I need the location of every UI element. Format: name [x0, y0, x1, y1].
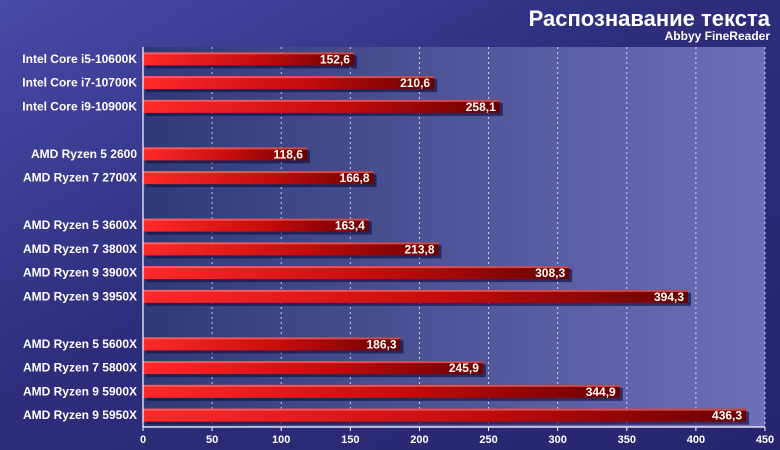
bar	[143, 99, 500, 113]
value-label: 245,9	[449, 361, 479, 375]
x-axis-ticks: 0 50 100 150 200 250 300 350 400 450	[140, 427, 774, 446]
chart-title: Распознавание текста	[529, 6, 771, 31]
value-label: 258,1	[466, 100, 496, 114]
value-label: 152,6	[320, 52, 350, 66]
value-label: 436,3	[712, 409, 742, 423]
value-label: 166,8	[340, 171, 370, 185]
category-label: AMD Ryzen 9 3950X	[23, 289, 137, 303]
bar-highlight	[143, 361, 483, 364]
bar	[143, 384, 620, 398]
x-tick-label: 250	[479, 434, 497, 446]
bar-highlight	[143, 408, 747, 411]
bar	[143, 52, 354, 66]
category-label: Intel Core i5-10600K	[22, 52, 137, 66]
bar	[143, 337, 401, 351]
value-label: 344,9	[586, 385, 616, 399]
bar-highlight	[143, 337, 401, 340]
x-tick-label: 0	[140, 434, 146, 446]
bar	[143, 289, 689, 303]
category-label: AMD Ryzen 5 2600	[31, 147, 137, 161]
value-label: 118,6	[274, 147, 304, 161]
category-label: AMD Ryzen 7 5800X	[23, 361, 137, 375]
value-label: 308,3	[535, 266, 565, 280]
category-label: AMD Ryzen 5 3600X	[23, 218, 137, 232]
value-label: 163,4	[335, 219, 365, 233]
bar	[143, 171, 374, 185]
bars: Intel Core i5-10600K 152,6 Intel Core i7-1…	[22, 52, 750, 425]
category-label: AMD Ryzen 9 5950X	[23, 408, 137, 422]
value-label: 394,3	[654, 290, 684, 304]
bar-highlight	[143, 218, 369, 221]
x-tick-label: 150	[341, 434, 359, 446]
x-tick-label: 350	[618, 434, 636, 446]
value-label: 213,8	[404, 242, 434, 256]
bar	[143, 147, 307, 161]
chart-subtitle: Abbyy FineReader	[665, 29, 771, 43]
bar-highlight	[143, 266, 570, 269]
category-label: AMD Ryzen 7 2700X	[23, 171, 137, 185]
category-label: AMD Ryzen 7 3800X	[23, 242, 137, 256]
x-tick-label: 450	[756, 434, 774, 446]
category-label: Intel Core i7-10700K	[22, 76, 137, 90]
bar	[143, 408, 747, 422]
bar	[143, 242, 439, 256]
bar-highlight	[143, 289, 689, 292]
bar-highlight	[143, 242, 439, 245]
x-tick-label: 50	[206, 434, 218, 446]
bar	[143, 266, 570, 280]
bar-highlight	[143, 99, 500, 102]
value-label: 210,6	[400, 76, 430, 90]
bar	[143, 361, 483, 375]
bar	[143, 218, 369, 232]
category-label: AMD Ryzen 9 3900X	[23, 266, 137, 280]
bar-highlight	[143, 76, 435, 79]
category-label: Intel Core i9-10900K	[22, 99, 137, 113]
x-tick-label: 100	[272, 434, 290, 446]
category-label: AMD Ryzen 9 5900X	[23, 384, 137, 398]
bar-highlight	[143, 52, 354, 55]
x-tick-label: 300	[548, 434, 566, 446]
bar-highlight	[143, 171, 374, 174]
bar-highlight	[143, 384, 620, 387]
category-label: AMD Ryzen 5 5600X	[23, 337, 137, 351]
bar	[143, 76, 435, 90]
x-tick-label: 200	[410, 434, 428, 446]
x-tick-label: 400	[687, 434, 705, 446]
bar-highlight	[143, 147, 307, 150]
value-label: 186,3	[366, 337, 396, 351]
